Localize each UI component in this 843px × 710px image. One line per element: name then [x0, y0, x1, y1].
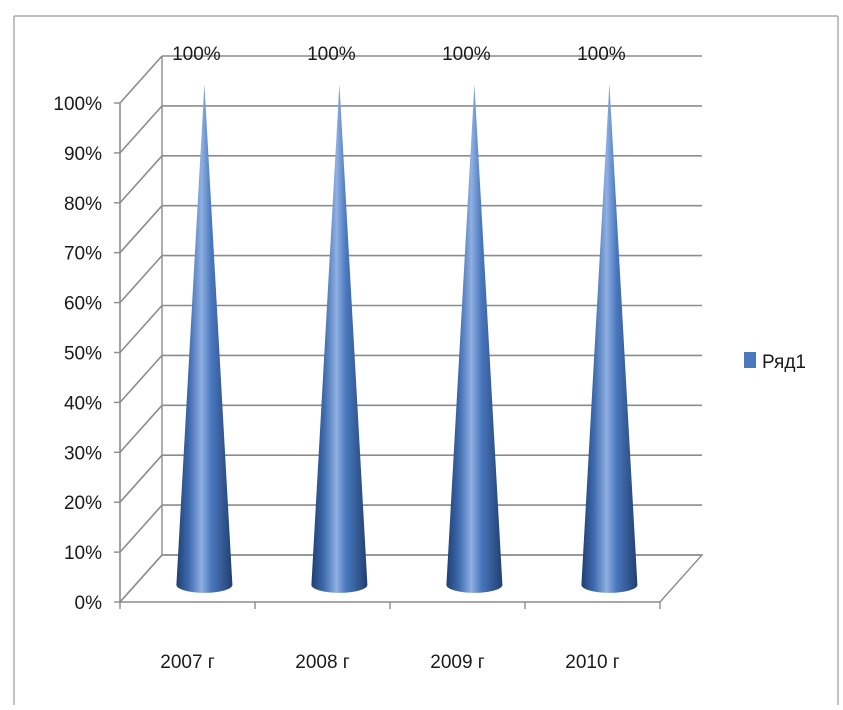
y-tick-labels: 0% 10% 20% 30% 40% 50% 60% 70% 80% 90% 100%: [53, 94, 102, 614]
gridline-side: [119, 354, 163, 403]
gridline-side: [119, 255, 163, 304]
gridline-side: [119, 504, 163, 553]
axes: [114, 102, 661, 609]
legend: Ряд1: [744, 352, 806, 373]
y-tick-label: 50%: [64, 344, 102, 365]
y-tick-label: 40%: [64, 393, 102, 414]
gridline-side: [119, 205, 163, 254]
cone-mark: [581, 83, 638, 593]
data-label: 100%: [442, 44, 491, 65]
x-tick-label: 2007 г: [160, 652, 215, 673]
data-label: 100%: [577, 44, 626, 65]
y-tick-label: 30%: [64, 443, 102, 464]
gridline-side: [119, 105, 163, 154]
data-label: 100%: [172, 44, 221, 65]
y-tick-label: 20%: [64, 493, 102, 514]
y-tick-label: 0%: [75, 593, 103, 614]
gridline-side: [119, 554, 163, 603]
cone-series: [176, 83, 638, 593]
x-tick-label: 2010 г: [565, 652, 620, 673]
x-tick-label: 2008 г: [295, 652, 350, 673]
x-tick-labels: 2007 г 2008 г 2009 г 2010 г: [160, 652, 620, 673]
x-tick-label: 2009 г: [430, 652, 485, 673]
y-tick-label: 90%: [64, 144, 102, 165]
y-tick-label: 60%: [64, 294, 102, 315]
y-tick-label: 10%: [64, 543, 102, 564]
legend-swatch: [744, 352, 756, 368]
gridline-side: [119, 454, 163, 503]
gridline-side: [119, 55, 163, 104]
gridline-side: [119, 404, 163, 453]
gridline-side: [119, 155, 163, 204]
cone-mark: [311, 83, 368, 593]
y-tick-label: 100%: [53, 94, 102, 115]
data-labels: 100% 100% 100% 100%: [172, 44, 626, 65]
cone-mark: [176, 83, 233, 593]
cone-mark: [446, 83, 503, 593]
legend-entry: Ряд1: [762, 352, 806, 373]
y-tick-label: 70%: [64, 244, 102, 265]
y-tick-label: 80%: [64, 194, 102, 215]
data-label: 100%: [307, 44, 356, 65]
gridline-side: [119, 304, 163, 354]
